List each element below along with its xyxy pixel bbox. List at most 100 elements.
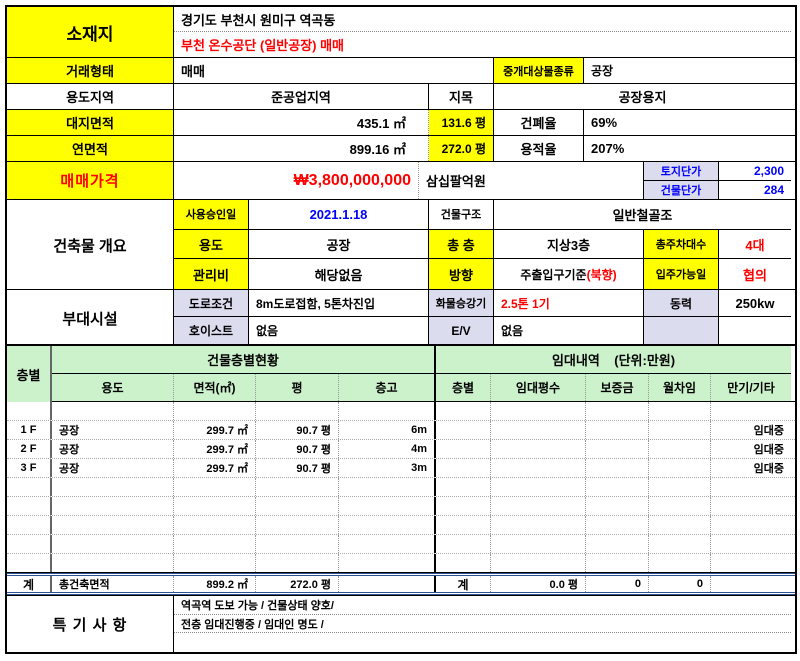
deposit-cell (586, 440, 649, 458)
monthly-cell (649, 535, 711, 553)
empty-lav-cell (644, 317, 719, 344)
deposit-cell (586, 459, 649, 477)
height-cell (339, 535, 436, 553)
rent-title-text: 임대내역 (551, 352, 600, 368)
monthly-cell (649, 478, 711, 496)
mgmt-fee-label: 관리비 (174, 259, 249, 289)
rent-floor-cell (436, 516, 491, 534)
rent-total-etc (711, 576, 791, 592)
use-cell: 공장 (52, 440, 174, 458)
monthly-cell (649, 459, 711, 477)
header-monthly: 월차임 (649, 373, 711, 401)
use-cell: 공장 (52, 421, 174, 439)
gross-area-row: 연면적 899.16 ㎡ 272.0 평 용적율 207% (7, 136, 795, 162)
etc-cell (711, 402, 791, 420)
area-cell: 299.7 ㎡ (174, 459, 256, 477)
floor-cell (7, 497, 52, 515)
rent-pyeong-cell (491, 421, 586, 439)
area-cell: 299.7 ㎡ (174, 421, 256, 439)
monthly-cell (649, 421, 711, 439)
road-value: 8m도로접함, 5톤차진입 (249, 290, 429, 317)
etc-cell: 임대중 (753, 425, 784, 437)
bldg-unit-price-label: 건물단가 (644, 180, 719, 199)
notes-label: 특 기 사 항 (7, 596, 174, 653)
rent-pyeong-cell (491, 459, 586, 477)
monthly-cell (649, 497, 711, 515)
table-row (7, 535, 795, 554)
rent-total-monthly: 0 (649, 576, 711, 592)
floor-cell: 1 F (7, 421, 52, 439)
etc-cell (711, 478, 791, 496)
pyeong-cell (256, 478, 339, 496)
etc-cell: 임대중 (753, 463, 784, 475)
monthly-cell (649, 402, 711, 420)
floor-table-title: 건물층별현황 (52, 346, 436, 373)
direction-north: (북향) (586, 267, 617, 282)
rent-pyeong-cell (491, 535, 586, 553)
movein-value: 협의 (743, 267, 767, 283)
elevator-label: E/V (429, 317, 494, 344)
rent-total-label: 계 (436, 576, 491, 592)
jimok-label: 지목 (429, 84, 494, 109)
table-row: 2 F 공장 299.7 ㎡ 90.7 평 4m 임대중 (7, 440, 795, 459)
height-cell (339, 402, 436, 420)
direction-label: 방향 (429, 259, 494, 289)
price-amount-korean: 삼십팔억원 (419, 162, 644, 199)
land-unit-price-label: 토지단가 (644, 162, 719, 180)
land-unit-price-value: 2,300 (753, 163, 784, 178)
price-label: 매매가격 (7, 162, 174, 199)
rent-pyeong-cell (491, 440, 586, 458)
rent-pyeong-cell (491, 402, 586, 420)
rent-floor-cell (436, 554, 491, 572)
deposit-cell (586, 478, 649, 496)
table-row (7, 554, 795, 573)
power-label: 동력 (644, 290, 719, 317)
cargo-lift-value: 2.5톤 1기 (494, 290, 644, 317)
rent-pyeong-cell (491, 554, 586, 572)
header-rent-pyeong: 임대평수 (491, 373, 586, 401)
rent-table-title: 임대내역 (단위:만원) (436, 346, 791, 373)
use-cell (52, 497, 174, 515)
category-label: 중개대상물종류 (494, 58, 584, 83)
price-amount: ₩3,800,000,000 (174, 162, 419, 199)
floor-corner-label: 층별 (7, 346, 52, 402)
height-cell (339, 554, 436, 572)
tables-header: 층별 건물층별현황 임대내역 (단위:만원) 용도 면적(㎡) 평 층고 층별 … (7, 346, 795, 402)
hoist-value: 없음 (249, 317, 429, 344)
zone-row: 용도지역 준공업지역 지목 공장용지 (7, 84, 795, 110)
use-cell (52, 554, 174, 572)
table-row (7, 497, 795, 516)
header-deposit: 보증금 (586, 373, 649, 401)
zone-label: 용도지역 (7, 84, 174, 109)
total-pyeong: 272.0 평 (256, 576, 339, 592)
pyeong-cell: 90.7 평 (256, 421, 339, 439)
header-area: 면적(㎡) (174, 373, 256, 401)
monthly-cell (649, 554, 711, 572)
etc-cell (711, 554, 791, 572)
land-area-row: 대지면적 435.1 ㎡ 131.6 평 건폐율 69% (7, 110, 795, 136)
height-cell (339, 497, 436, 515)
table-row: 1 F 공장 299.7 ㎡ 90.7 평 6m 임대중 (7, 421, 795, 440)
zone-value: 준공업지역 (174, 84, 429, 109)
use-cell (52, 478, 174, 496)
empty-cell (719, 317, 791, 344)
height-cell: 4m (339, 440, 436, 458)
location-row: 소재지 경기도 부천시 원미구 역곡동 부천 온수공단 (일반공장) 매매 (7, 7, 795, 58)
pyeong-cell (256, 402, 339, 420)
rent-unit-note: (단위:만원) (614, 352, 676, 368)
pyeong-cell (256, 554, 339, 572)
gross-area-sqm: 899.16 ㎡ (174, 136, 429, 161)
rent-total-pyeong: 0.0 평 (491, 576, 586, 592)
table-row (7, 478, 795, 497)
far-label: 용적율 (494, 136, 584, 161)
total-height (339, 576, 436, 592)
far-value: 207% (591, 141, 625, 156)
location-label: 소재지 (7, 7, 174, 57)
land-area-sqm: 435.1 ㎡ (174, 110, 429, 135)
structure-label: 건물구조 (429, 200, 494, 229)
approval-date-value: 2021.1.18 (249, 200, 429, 229)
rent-floor-cell (436, 459, 491, 477)
use-cell (52, 535, 174, 553)
bcr-label: 건폐율 (494, 110, 584, 135)
floor-cell (7, 478, 52, 496)
